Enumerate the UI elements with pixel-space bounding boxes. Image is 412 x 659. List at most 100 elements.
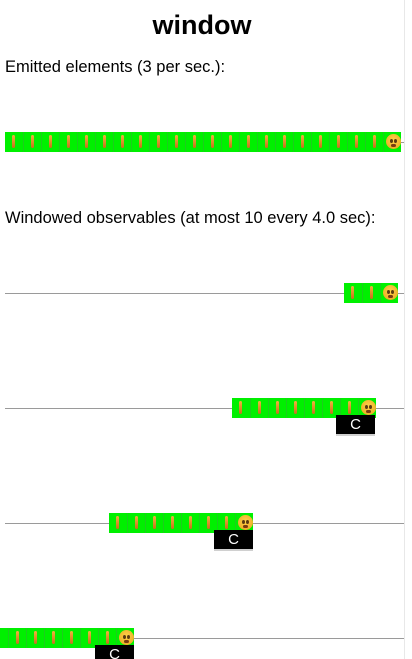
emitted-element [293,132,311,152]
emitted-element [77,132,95,152]
element-track [344,283,398,303]
emitted-element [80,628,98,648]
orange-bar-icon [258,401,261,414]
face-emoji-icon [383,285,398,300]
emitted-element [44,628,62,648]
orange-bar-icon [283,135,286,148]
element-track [5,132,401,152]
window-row: C [5,512,404,551]
orange-bar-icon [319,135,322,148]
orange-bar-icon [189,516,192,529]
orange-bar-icon [157,135,160,148]
face-emoji-icon [361,400,376,415]
orange-bar-icon [229,135,232,148]
orange-bar-icon [370,286,373,299]
orange-bar-icon [330,401,333,414]
orange-bar-icon [103,135,106,148]
orange-bar-icon [355,135,358,148]
element-track [232,398,376,418]
emitted-element-face [235,513,253,533]
emitted-element-face [383,132,401,152]
emitted-element [167,132,185,152]
orange-bar-icon [247,135,250,148]
emitted-element [59,132,77,152]
orange-bar-icon [52,631,55,644]
orange-bar-icon [337,135,340,148]
emitted-element [199,513,217,533]
emitted-element [239,132,257,152]
emitted-element [250,398,268,418]
orange-bar-icon [34,631,37,644]
emitted-element [311,132,329,152]
face-emoji-icon [119,630,134,645]
emitted-element [62,628,80,648]
emitted-element [365,132,383,152]
emitted-element [95,132,113,152]
orange-bar-icon [225,516,228,529]
orange-bar-icon [153,516,156,529]
emitted-element [5,132,23,152]
emitted-element [203,132,221,152]
emitted-element-face [358,398,376,418]
emitted-element [340,398,358,418]
orange-bar-icon [207,516,210,529]
orange-bar-icon [193,135,196,148]
emitted-element [217,513,235,533]
face-emoji-icon [238,515,253,530]
emitted-element [275,132,293,152]
emitted-element [98,628,116,648]
orange-bar-icon [16,631,19,644]
emitted-element [304,398,322,418]
emitted-element [268,398,286,418]
orange-bar-icon [175,135,178,148]
orange-bar-icon [294,401,297,414]
emitted-element [127,513,145,533]
emitted-element [149,132,167,152]
orange-bar-icon [171,516,174,529]
timeline-axis [5,638,404,639]
orange-bar-icon [121,135,124,148]
emitted-element [322,398,340,418]
orange-bar-icon [139,135,142,148]
orange-bar-icon [135,516,138,529]
orange-bar-icon [67,135,70,148]
emitted-element-face [116,628,134,648]
orange-bar-icon [85,135,88,148]
emitted-element [185,132,203,152]
emitted-element [329,132,347,152]
timeline-axis [5,408,404,409]
orange-bar-icon [211,135,214,148]
emitted-element [347,132,365,152]
timeline-axis [5,293,404,294]
emitted-element [344,283,362,303]
element-track [109,513,253,533]
element-track [0,628,134,648]
emitted-element [257,132,275,152]
orange-bar-icon [31,135,34,148]
complete-marker: C [95,645,134,659]
window-row [5,282,404,304]
emitted-element [109,513,127,533]
emitted-element [232,398,250,418]
emitted-element [0,628,8,648]
emitted-element [41,132,59,152]
orange-bar-icon [276,401,279,414]
orange-bar-icon [106,631,109,644]
orange-bar-icon [348,401,351,414]
page-title: window [152,10,252,40]
complete-marker: C [336,415,375,436]
complete-marker: C [214,530,253,551]
emitted-label: Emitted elements (3 per sec.): [5,58,226,76]
emitted-element [221,132,239,152]
orange-bar-icon [351,286,354,299]
orange-bar-icon [12,135,15,148]
emitted-element [26,628,44,648]
orange-bar-icon [239,401,242,414]
emitted-element-face [380,283,398,303]
orange-bar-icon [49,135,52,148]
emitted-element [113,132,131,152]
orange-bar-icon [88,631,91,644]
window-row: C [0,627,404,659]
window-row: C [5,397,404,436]
